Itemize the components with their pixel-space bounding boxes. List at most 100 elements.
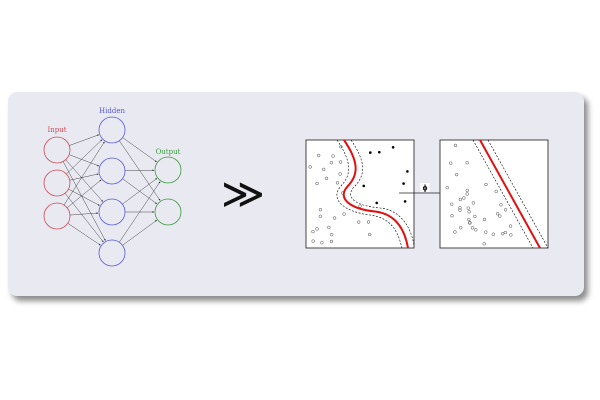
class-a-point — [470, 226, 475, 230]
input-space-frame — [305, 139, 415, 249]
class-a-point — [315, 227, 319, 231]
class-a-point — [329, 239, 334, 244]
input-space-points — [308, 145, 409, 245]
class-a-point — [338, 160, 343, 164]
network-nodes — [43, 116, 182, 267]
network-edges — [62, 134, 161, 246]
class-b-point — [403, 200, 407, 203]
hidden-node — [98, 239, 126, 267]
class-a-point — [327, 225, 331, 230]
class-a-point — [499, 203, 503, 207]
class-a-point — [458, 208, 462, 212]
class-a-point — [503, 208, 508, 212]
input-node — [43, 169, 71, 197]
left-margin-lower — [350, 139, 415, 247]
mapping-label: ϕ — [423, 184, 428, 193]
class-a-point — [338, 172, 342, 176]
input-space-plot — [305, 139, 415, 249]
left-decision-boundary — [342, 139, 409, 249]
class-a-point — [494, 189, 498, 193]
class-a-point — [332, 216, 337, 220]
class-a-point — [498, 214, 502, 218]
network-edge — [122, 220, 157, 246]
input-node — [43, 202, 71, 230]
class-a-point — [335, 181, 340, 185]
class-a-point — [503, 230, 507, 235]
network-edge — [64, 193, 104, 243]
class-a-point — [465, 192, 469, 196]
class-a-point — [484, 182, 488, 187]
output-node — [154, 156, 182, 184]
hidden-node — [98, 198, 126, 226]
much-greater-than-icon: ≫ — [221, 169, 265, 218]
class-b-point — [378, 150, 381, 154]
network-edge — [119, 181, 161, 243]
class-a-point — [455, 172, 459, 177]
class-a-point — [445, 186, 449, 190]
class-a-point — [342, 212, 346, 216]
hidden-node — [98, 157, 126, 185]
neural-network: Input Hidden Output — [43, 107, 182, 267]
class-a-point — [311, 239, 315, 243]
class-a-point — [308, 165, 312, 169]
class-a-point — [358, 204, 362, 208]
network-edge — [122, 137, 157, 163]
class-a-point — [330, 232, 334, 237]
network-edge — [122, 178, 157, 205]
class-a-point — [315, 181, 319, 186]
class-a-point — [474, 228, 478, 232]
class-a-point — [465, 161, 469, 165]
class-b-point — [406, 170, 409, 173]
right-decision-boundary — [479, 139, 541, 249]
class-a-point — [491, 232, 496, 236]
class-a-point — [473, 214, 477, 219]
network-edge — [68, 188, 100, 206]
network-edge — [69, 134, 100, 146]
class-a-point — [317, 153, 321, 158]
output-node — [154, 198, 182, 226]
input-layer-label: Input — [47, 126, 66, 134]
class-a-point — [368, 232, 372, 237]
class-a-point — [450, 214, 454, 218]
class-a-point — [320, 241, 324, 245]
class-a-point — [321, 167, 326, 172]
class-a-point — [366, 220, 371, 224]
mapping-label-bg — [420, 183, 430, 192]
class-a-point — [462, 196, 466, 200]
class-a-point — [468, 221, 472, 225]
class-a-point — [484, 230, 488, 234]
hidden-layer-label: Hidden — [99, 107, 125, 115]
network-edge — [63, 141, 105, 206]
class-a-point — [331, 154, 335, 158]
network-edge — [69, 154, 100, 167]
class-a-point — [458, 197, 462, 202]
class-a-point — [357, 220, 361, 224]
class-a-point — [339, 145, 343, 149]
class-a-point — [453, 143, 458, 148]
hidden-node — [98, 116, 126, 144]
class-b-point — [402, 182, 405, 185]
class-b-point — [391, 145, 395, 149]
feature-space-points — [445, 143, 513, 246]
network-edge — [69, 173, 99, 181]
class-a-point — [459, 226, 463, 230]
feature-space-plot — [439, 139, 549, 249]
class-b-point — [368, 151, 372, 154]
class-b-point — [375, 201, 378, 205]
class-a-point — [508, 224, 513, 228]
class-a-point — [458, 206, 462, 210]
feature-space-frame — [439, 139, 549, 249]
class-a-point — [318, 208, 323, 212]
class-a-point — [495, 212, 500, 216]
class-a-point — [471, 201, 475, 205]
class-a-point — [509, 233, 513, 237]
output-layer-label: Output — [156, 148, 181, 156]
network-edge — [67, 223, 101, 246]
right-margin-upper — [472, 139, 534, 249]
class-a-point — [324, 176, 329, 181]
class-a-point — [482, 242, 486, 246]
network-edge — [66, 139, 103, 175]
network-edge — [69, 212, 99, 216]
class-a-point — [466, 206, 470, 210]
